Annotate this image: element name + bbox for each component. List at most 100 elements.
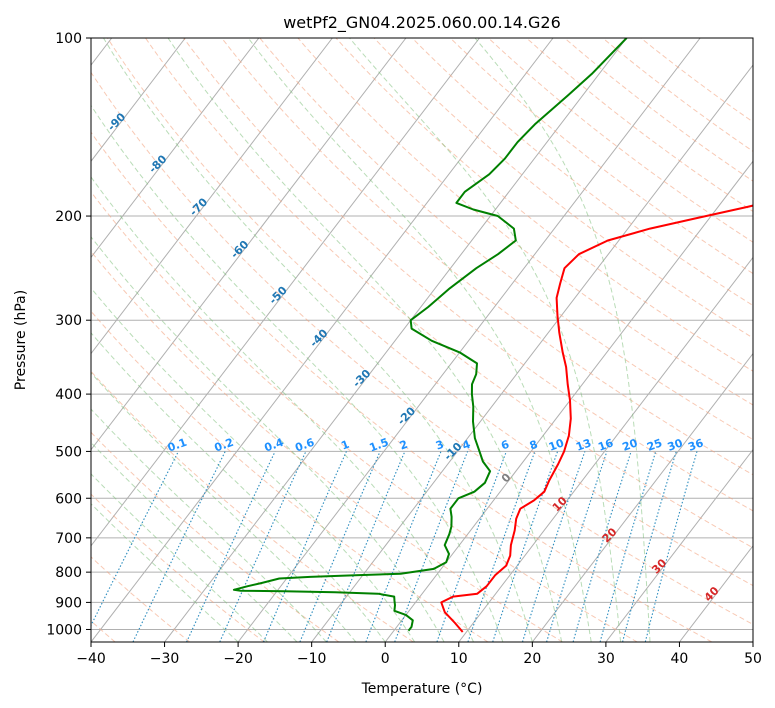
isotherm-line: [311, 64, 753, 642]
mixing-ratio-line: [599, 451, 657, 642]
plot-frame: [90, 37, 754, 643]
mixing-ratio-label: 0.2: [213, 436, 236, 455]
x-tick-label: −10: [297, 651, 327, 667]
isotherm-line: [91, 38, 333, 355]
mixing-ratio-line: [436, 451, 507, 642]
mixing-ratio-label: 2: [398, 438, 410, 453]
isotherm-line: [164, 38, 628, 642]
mixing-ratio-label: 10: [547, 436, 566, 454]
x-tick-label: −20: [223, 651, 253, 667]
x-tick-label: 40: [671, 651, 689, 667]
y-tick-label: 100: [55, 31, 82, 47]
mixing-ratio-label: 6: [499, 438, 511, 453]
moist-adiabat: [91, 332, 386, 642]
mixing-ratio-label: 36: [686, 436, 705, 454]
moist-adiabat: [91, 408, 327, 642]
mixing-ratio-line: [262, 451, 347, 642]
isotherm-line: [237, 38, 701, 642]
y-tick-label: 900: [55, 595, 82, 611]
isotherm-line: [91, 38, 480, 547]
isotherm-line: [531, 352, 753, 642]
mixing-ratio-line: [394, 451, 469, 642]
y-tick-label: 800: [55, 565, 82, 581]
mixing-ratio-line: [572, 451, 632, 642]
mixing-ratio-line: [644, 451, 698, 642]
mixing-ratio-label: 0.6: [293, 436, 316, 455]
mixing-ratio-label: 30: [666, 436, 685, 454]
y-tick-label: 200: [55, 209, 82, 225]
chart-title: wetPf2_GN04.2025.060.00.14.G26: [283, 13, 561, 33]
dry-adiabat: [145, 38, 753, 549]
dry-adiabat: [91, 71, 753, 625]
dry-adiabat: [91, 370, 414, 642]
moist-adiabat: [91, 236, 445, 642]
dry-adiabat: [106, 38, 753, 587]
y-tick-label: 700: [55, 531, 82, 547]
mixing-ratio-label: 1.5: [368, 436, 391, 455]
moist-adiabat: [91, 287, 416, 642]
isotherm-line: [91, 38, 407, 451]
moist-adiabat: [102, 38, 533, 642]
moist-adiabat: [91, 441, 298, 642]
mixing-ratio-label: 0.1: [166, 436, 189, 455]
dry-adiabat: [526, 38, 753, 213]
moist-adiabat: [91, 176, 474, 642]
isotherm-line: [91, 38, 554, 642]
moist-adiabat: [167, 38, 563, 642]
x-tick-label: 30: [597, 651, 615, 667]
dry-adiabat: [91, 191, 638, 642]
mixing-ratio-label: 20: [621, 436, 640, 454]
dry-adiabat: [91, 131, 713, 642]
mixing-ratio-label: 25: [645, 436, 664, 453]
mixing-ratio-line: [91, 451, 179, 627]
y-axis-label: Pressure (hPa): [13, 290, 29, 390]
moist-adiabat: [247, 38, 592, 642]
mixing-ratio-line: [132, 451, 226, 642]
mixing-ratio-label: 4: [461, 438, 473, 453]
y-tick-label: 600: [55, 491, 82, 507]
moist-adiabat: [91, 372, 357, 642]
dry-adiabat: [297, 38, 753, 406]
axes: −40 −30 −20 −10 0 10 20 30 40 5010020030040050060…: [46, 31, 762, 667]
dry-adiabat: [183, 38, 753, 512]
dry-adiabat: [335, 38, 753, 372]
dry-adiabat: [602, 38, 753, 152]
mixing-ratio-line: [467, 451, 536, 642]
temperature-line: [440, 204, 753, 633]
moist-adiabat: [91, 104, 504, 642]
isotherm-line: [91, 38, 186, 163]
isotherm-line: [605, 448, 753, 642]
y-tick-label: 300: [55, 313, 82, 329]
mixing-ratio-label: 0.4: [263, 436, 286, 455]
mixing-ratio-label: 3: [434, 438, 446, 453]
x-tick-label: −30: [150, 651, 180, 667]
x-tick-label: 10: [450, 651, 468, 667]
profiles: [232, 38, 753, 633]
mixing-ratio-line: [219, 451, 307, 642]
dry-adiabat: [221, 38, 753, 476]
y-tick-label: 1000: [46, 622, 82, 638]
isotherm-line: [91, 38, 260, 259]
y-tick-label: 500: [55, 444, 82, 460]
mixing-ratio-label: 8: [528, 438, 540, 453]
mixing-ratio-label: 13: [574, 436, 593, 453]
mixing-ratio-line: [326, 451, 406, 642]
y-tick-label: 400: [55, 387, 82, 403]
mixing-ratio-line: [546, 451, 608, 642]
dry-adiabat: [488, 38, 753, 243]
mixing-ratio-line: [622, 451, 677, 642]
mixing-ratio-label: 1: [339, 438, 351, 453]
dry-adiabat: [91, 250, 563, 642]
x-tick-label: 20: [523, 651, 541, 667]
moist-adiabat: [91, 473, 268, 642]
mixing-ratio-line: [365, 451, 442, 642]
mixing-ratio-line: [299, 451, 381, 642]
x-tick-label: 50: [744, 651, 762, 667]
dewpoint-line: [232, 38, 628, 632]
background-lines: [91, 38, 753, 642]
mixing-ratio-label: 16: [596, 436, 615, 454]
moist-adiabat: [474, 38, 651, 642]
x-tick-label: 0: [381, 651, 390, 667]
x-axis-label: Temperature (°C): [361, 681, 483, 697]
